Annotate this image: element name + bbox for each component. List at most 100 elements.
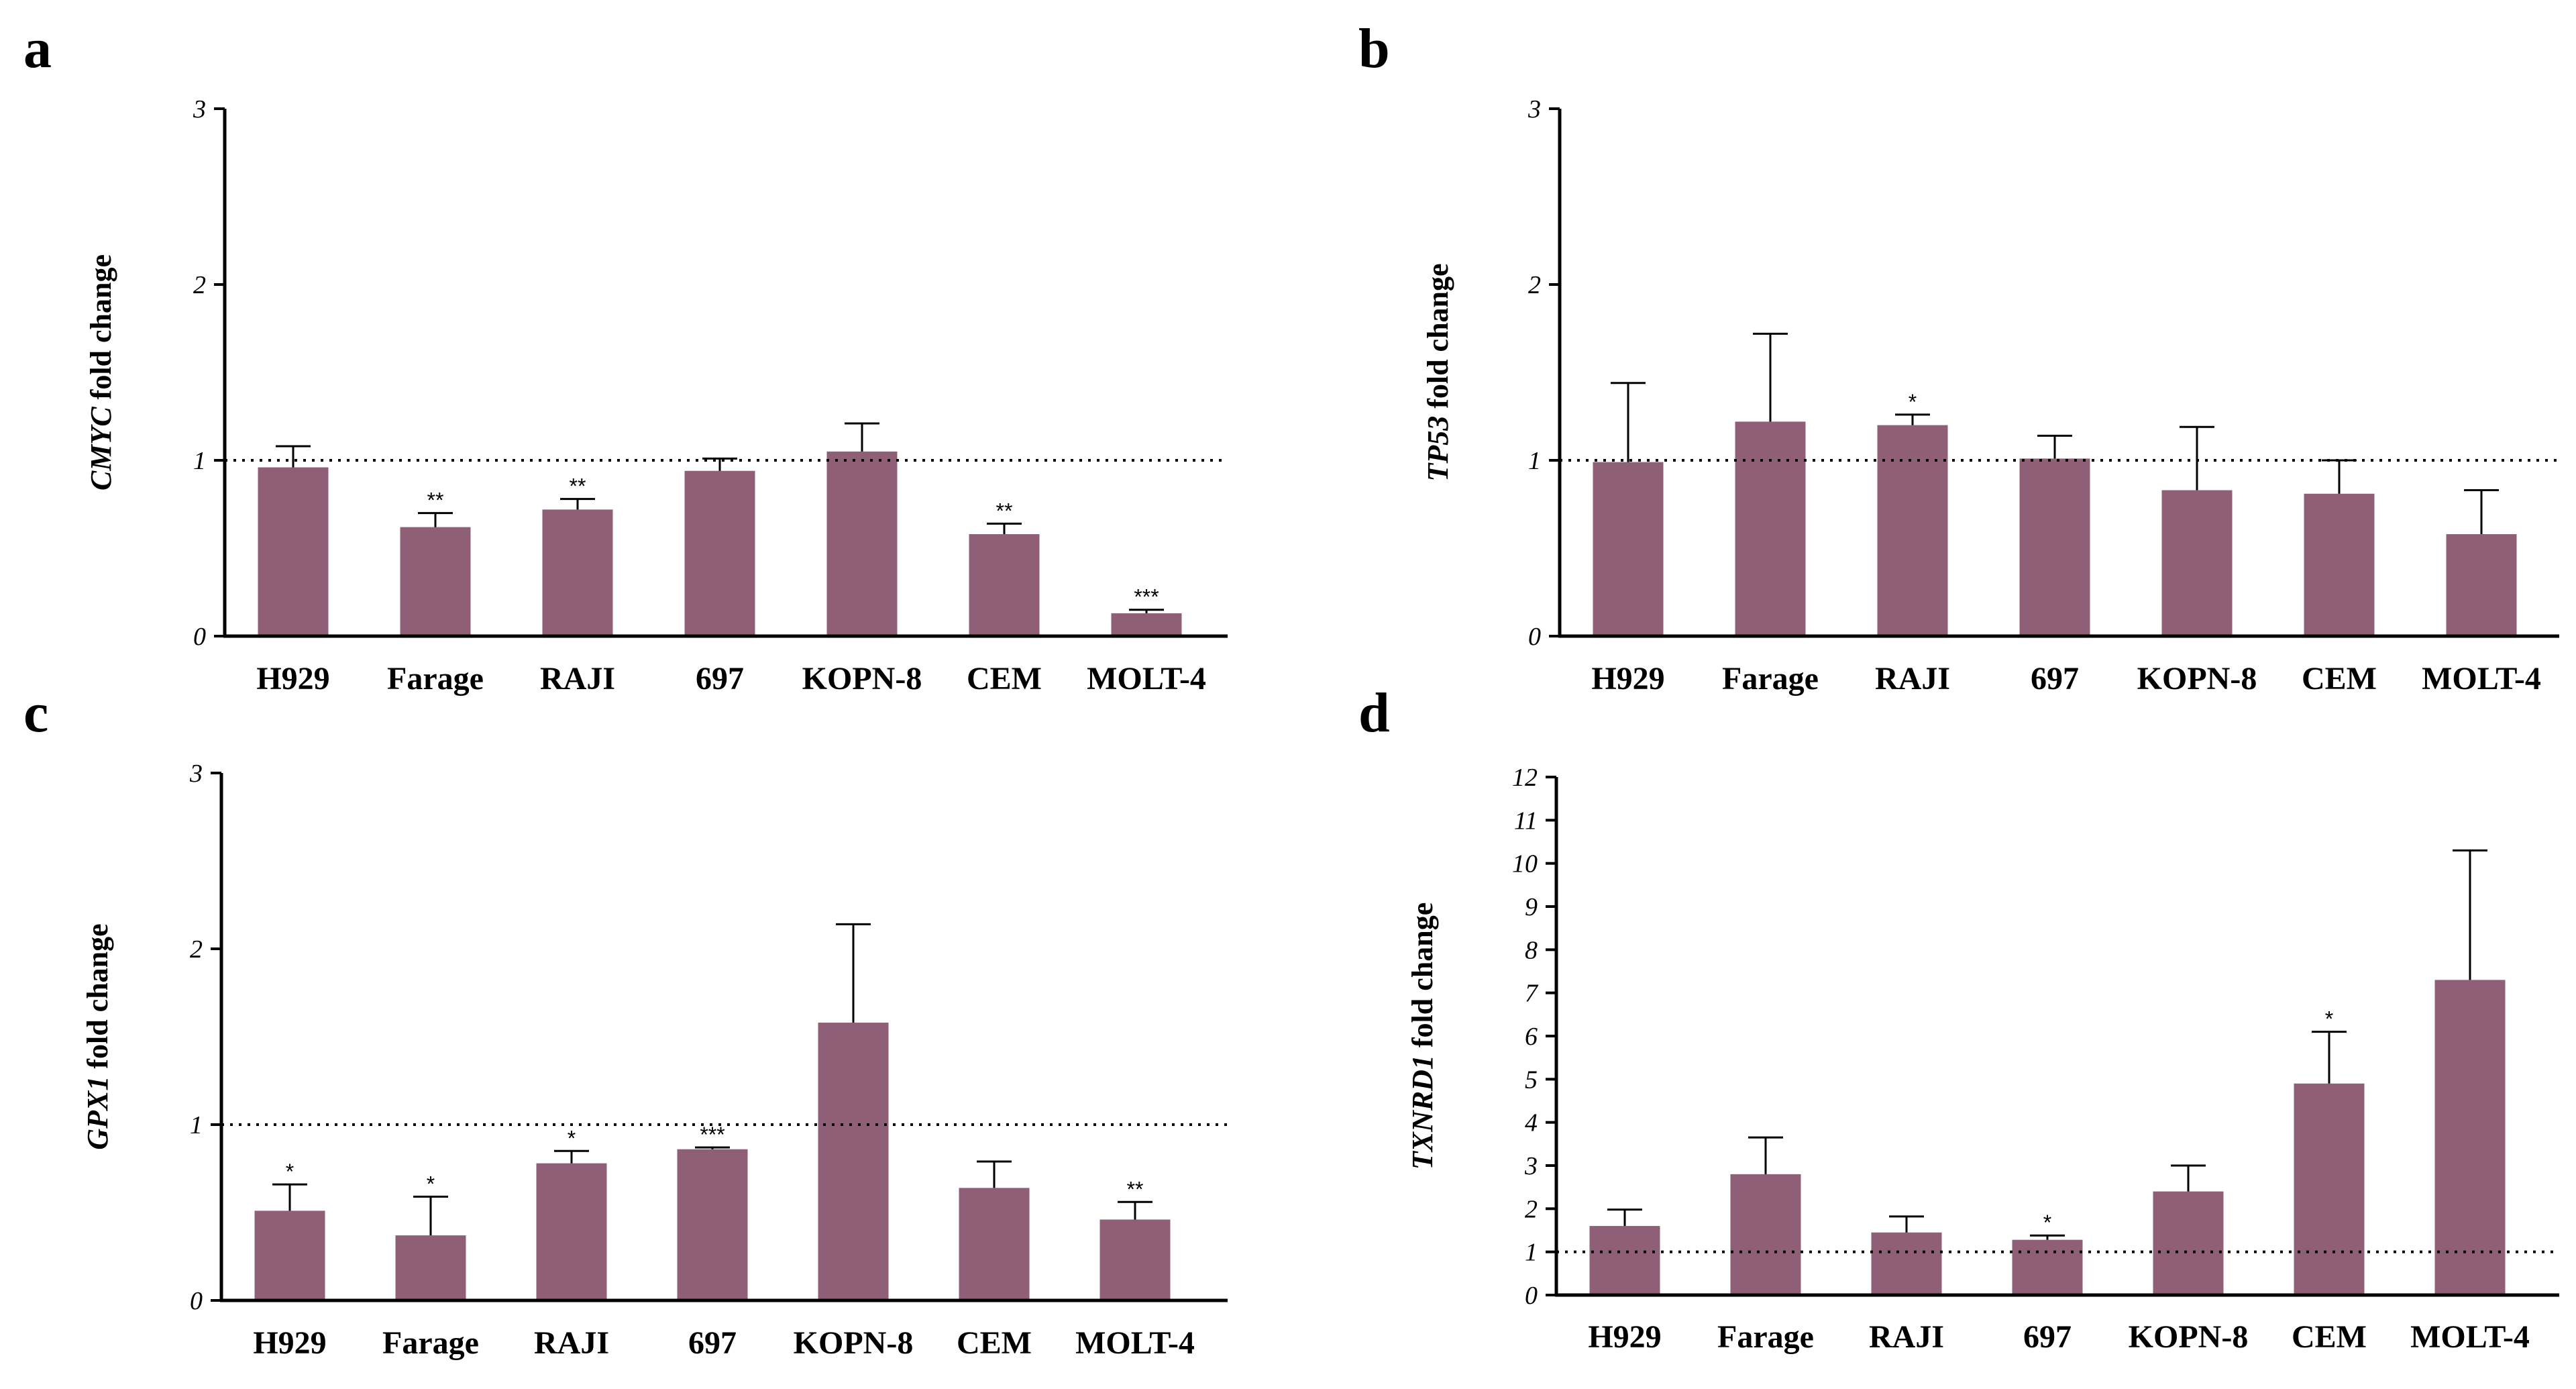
y-tick-label-d-10: 10 [1512,850,1538,878]
panel-letter-d: d [1358,682,1390,744]
bar-a-697 [684,470,755,636]
y-axis-label-d: TXNRD1 fold change [1406,903,1439,1170]
significance-c-697: *** [700,1123,724,1147]
x-tick-label-a-H929: H929 [256,661,329,697]
x-tick-label-b-H929: H929 [1591,661,1664,697]
x-tick-label-b-697: 697 [2031,661,2079,697]
error-bar-b-MOLT-4 [2464,489,2499,535]
panel-letter-a: a [23,17,52,80]
y-tick-label-b-2: 2 [1528,271,1541,299]
error-bar-a-Farage [418,512,453,527]
significance-a-Farage: ** [427,488,444,513]
x-tick-label-a-KOPN-8: KOPN-8 [802,661,922,697]
bar-c-697 [677,1149,748,1300]
error-bar-b-H929 [1611,382,1646,462]
x-tick-label-a-697: 697 [696,661,744,697]
x-tick-label-c-MOLT-4: MOLT-4 [1075,1325,1195,1361]
y-tick-label-d-2: 2 [1525,1195,1538,1223]
x-tick-label-d-CEM: CEM [2292,1319,2367,1355]
x-tick-label-d-697: 697 [2023,1319,2072,1355]
error-bar-c-RAJI [554,1149,589,1164]
y-axis-label-a: CMYC fold change [85,254,117,491]
x-tick-label-c-697: 697 [688,1325,737,1361]
x-tick-label-d-H929: H929 [1588,1319,1661,1355]
y-tick-label-a-0: 0 [193,623,206,651]
error-bar-c-H929 [272,1183,307,1211]
bar-d-KOPN-8 [2153,1191,2224,1295]
y-tick-label-d-4: 4 [1525,1109,1538,1137]
y-tick-label-c-3: 3 [189,760,203,788]
y-tick-label-d-8: 8 [1525,936,1538,964]
bar-a-Farage [400,527,471,636]
error-bar-b-CEM [2322,459,2357,494]
significance-d-CEM: * [2325,1007,2333,1031]
significance-d-697: * [2043,1211,2051,1235]
y-tick-label-c-2: 2 [190,935,203,964]
error-bar-d-RAJI [1889,1215,1924,1233]
bar-d-RAJI [1871,1232,1942,1295]
error-bar-d-H929 [1607,1208,1642,1227]
y-tick-label-d-11: 11 [1514,807,1538,835]
y-tick-label-d-3: 3 [1524,1152,1538,1180]
error-bar-a-KOPN-8 [845,422,879,452]
x-tick-label-c-CEM: CEM [957,1325,1032,1361]
x-tick-label-a-MOLT-4: MOLT-4 [1087,661,1206,697]
x-tick-label-a-Farage: Farage [387,661,484,697]
error-bar-d-CEM [2312,1031,2347,1084]
x-tick-label-c-Farage: Farage [382,1325,479,1361]
significance-b-RAJI: * [1909,390,1917,414]
y-tick-label-a-3: 3 [193,95,206,123]
bar-b-Farage [1735,421,1806,636]
y-tick-label-a-2: 2 [193,271,206,299]
x-tick-label-b-RAJI: RAJI [1875,661,1950,697]
error-bar-d-Farage [1748,1136,1783,1174]
bar-a-KOPN-8 [826,451,898,636]
panel-c: c GPX1 fold change * H929 * Farage * RAJI *** 697… [23,682,1228,1361]
significance-c-H929: * [286,1160,294,1184]
bar-b-CEM [2304,493,2375,636]
x-tick-label-a-RAJI: RAJI [540,661,615,697]
bar-a-CEM [969,534,1040,636]
x-tick-label-a-CEM: CEM [967,661,1042,697]
error-bar-b-KOPN-8 [2180,425,2214,491]
x-tick-label-d-Farage: Farage [1717,1319,1814,1355]
error-bar-c-KOPN-8 [836,923,871,1023]
y-tick-label-c-1: 1 [190,1111,203,1139]
panel-b: b TP53 fold change H929 Farage * RAJI 697 KOPN-… [1358,17,2559,697]
significance-c-Farage: * [427,1172,435,1196]
y-tick-label-d-5: 5 [1525,1066,1538,1094]
error-bar-c-MOLT-4 [1118,1200,1152,1220]
bar-b-MOLT-4 [2446,534,2517,636]
significance-a-CEM: ** [996,499,1013,523]
x-tick-label-b-MOLT-4: MOLT-4 [2422,661,2541,697]
panel-a: a CMYC fold change H929 ** Farage ** RAJI 697 KO… [23,17,1228,697]
y-axis-label-b: TP53 fold change [1421,263,1454,481]
y-tick-label-d-6: 6 [1525,1023,1538,1051]
y-tick-label-d-7: 7 [1525,980,1539,1008]
x-tick-label-c-KOPN-8: KOPN-8 [794,1325,914,1361]
error-bar-b-RAJI [1895,413,1930,425]
error-bar-c-697 [695,1146,730,1149]
bar-d-697 [2012,1239,2083,1295]
x-tick-label-c-RAJI: RAJI [534,1325,609,1361]
x-tick-label-d-KOPN-8: KOPN-8 [2129,1319,2249,1355]
y-tick-label-d-0: 0 [1525,1282,1538,1310]
y-tick-label-a-1: 1 [193,447,206,475]
error-bar-c-CEM [977,1160,1012,1188]
bar-b-697 [2019,458,2090,636]
y-tick-label-d-9: 9 [1525,893,1538,921]
error-bar-a-697 [702,457,737,471]
x-tick-label-d-RAJI: RAJI [1869,1319,1944,1355]
bar-c-H929 [254,1211,325,1300]
bar-c-CEM [959,1188,1030,1300]
x-tick-label-c-H929: H929 [253,1325,326,1361]
bar-c-Farage [395,1235,466,1300]
significance-a-RAJI: ** [570,474,586,499]
x-tick-label-b-CEM: CEM [2302,661,2377,697]
panel-letter-c: c [23,682,48,744]
bar-b-KOPN-8 [2161,490,2233,636]
x-tick-label-d-MOLT-4: MOLT-4 [2410,1319,2530,1355]
bar-d-Farage [1730,1174,1801,1295]
y-tick-label-b-0: 0 [1528,623,1541,651]
y-tick-label-d-12: 12 [1512,764,1538,792]
